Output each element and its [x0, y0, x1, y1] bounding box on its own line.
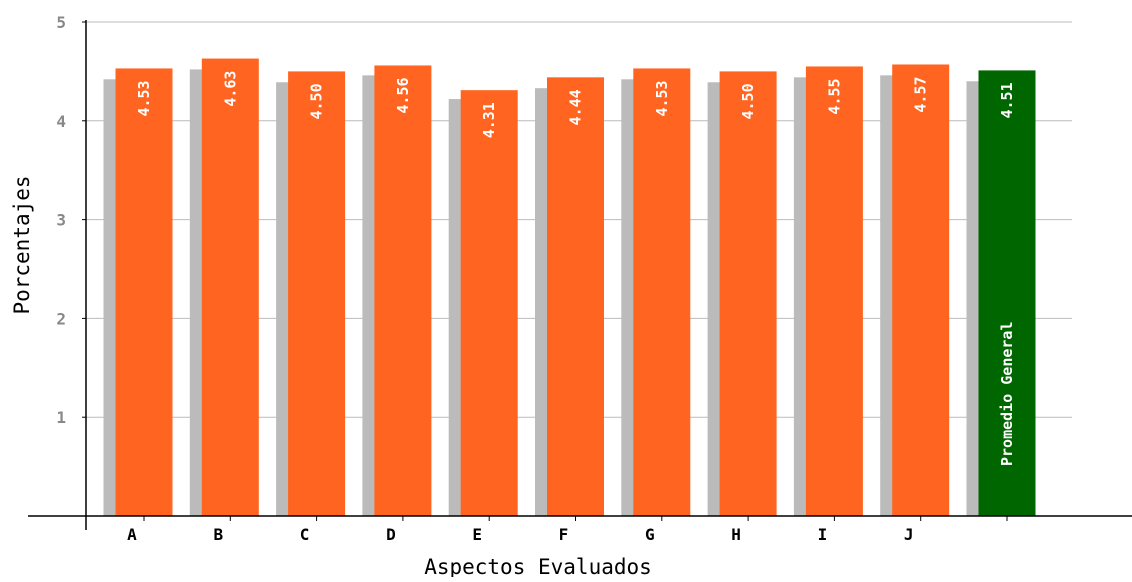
bar — [805, 66, 863, 517]
value-label: 4.53 — [653, 80, 671, 116]
bar — [288, 71, 346, 517]
value-label: 4.57 — [912, 76, 930, 112]
bar — [892, 64, 950, 516]
bar — [719, 71, 777, 517]
y-tick-label: 4 — [56, 112, 66, 131]
value-label: 4.55 — [825, 78, 843, 114]
value-label: 4.51 — [998, 82, 1016, 118]
average-bar-label: Promedio General — [998, 322, 1016, 467]
value-label: 4.44 — [567, 89, 585, 125]
x-tick-label: G — [645, 525, 655, 544]
y-tick-label: 3 — [56, 211, 66, 230]
y-tick-label: 2 — [56, 309, 66, 328]
x-tick-label: H — [731, 525, 741, 544]
average-bar — [978, 70, 1036, 517]
x-tick-label: I — [818, 525, 828, 544]
value-label: 4.56 — [394, 77, 412, 113]
value-label: 4.53 — [135, 80, 153, 116]
x-tick-label: F — [559, 525, 569, 544]
bar — [547, 77, 604, 516]
bar — [460, 90, 518, 516]
axis-layer — [28, 20, 1132, 530]
y-tick-label: 5 — [56, 13, 66, 32]
bar-layer — [115, 58, 1036, 517]
x-tick-label: E — [472, 525, 482, 544]
y-axis-title: Porcentajes — [10, 175, 34, 314]
value-label: 4.50 — [308, 83, 326, 119]
value-label: 4.63 — [221, 71, 239, 107]
x-axis-title: Aspectos Evaluados — [424, 555, 652, 577]
x-tick-label: J — [904, 525, 914, 544]
x-tick-label: B — [213, 525, 223, 544]
value-label: 4.31 — [480, 102, 498, 138]
label-layer: 4.53 4.63 4.50 4.56 4.31 4.44 4.53 4.50 4.55 4.57… — [135, 71, 1016, 466]
x-tick-label: D — [386, 525, 396, 544]
bar — [374, 65, 432, 517]
value-label: 4.50 — [739, 83, 757, 119]
bar — [633, 68, 691, 516]
x-tick-label: C — [300, 525, 310, 544]
bar — [115, 68, 173, 516]
tick-layer: 1 2 3 4 5 A B C D E F G H I J — [56, 13, 1008, 544]
x-tick-label: A — [127, 525, 137, 544]
bar — [201, 58, 259, 516]
y-tick-label: 1 — [56, 408, 66, 427]
